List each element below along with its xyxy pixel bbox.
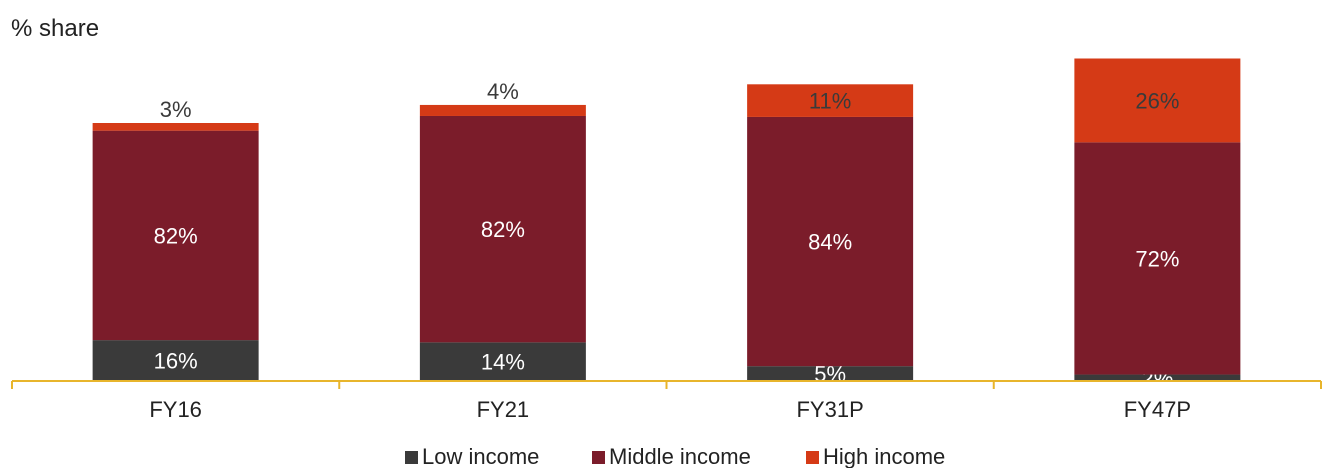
data-label-high-income-fy47p: 26% <box>1135 88 1179 113</box>
data-label-high-income-fy21: 4% <box>487 79 519 104</box>
x-tick-label-fy21: FY21 <box>477 397 530 422</box>
legend-swatch-middle-income <box>592 451 605 464</box>
legend-label-high-income: High income <box>823 444 945 468</box>
data-label-low-income-fy16: 16% <box>154 349 198 374</box>
x-tick-label-fy16: FY16 <box>149 397 202 422</box>
bar-high-income-fy21 <box>420 105 586 116</box>
data-label-middle-income-fy16: 82% <box>154 223 198 248</box>
legend: Low income Middle income High income <box>405 444 945 468</box>
x-axis: FY16 FY21 FY31P FY47P <box>12 381 1321 422</box>
data-label-middle-income-fy21: 82% <box>481 217 525 242</box>
x-tick-label-fy31p: FY31P <box>796 397 863 422</box>
bars-layer: 16%82%3%14%82%4%5%84%11%2%72%26% <box>93 59 1241 391</box>
x-tick-label-fy47p: FY47P <box>1124 397 1191 422</box>
legend-label-middle-income: Middle income <box>609 444 751 468</box>
data-label-middle-income-fy47p: 72% <box>1135 246 1179 271</box>
legend-swatch-high-income <box>806 451 819 464</box>
legend-swatch-low-income <box>405 451 418 464</box>
data-label-high-income-fy31p: 11% <box>809 89 851 114</box>
y-axis-label: % share <box>11 15 99 42</box>
data-label-high-income-fy16: 3% <box>160 97 192 122</box>
bar-high-income-fy16 <box>93 123 259 131</box>
legend-label-low-income: Low income <box>422 444 539 468</box>
data-label-middle-income-fy31p: 84% <box>808 230 852 255</box>
data-label-low-income-fy21: 14% <box>481 350 525 375</box>
